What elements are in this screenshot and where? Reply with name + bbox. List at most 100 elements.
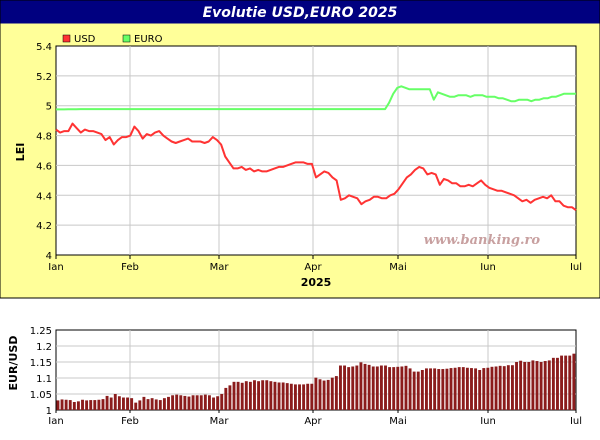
bar (494, 366, 498, 410)
bar (523, 362, 527, 410)
series-line-usd (55, 122, 577, 212)
bar (367, 364, 371, 410)
bar (498, 365, 502, 410)
bar (216, 396, 220, 410)
bar (85, 400, 89, 410)
top-x-tick-label: Iun (480, 262, 496, 273)
bar (302, 384, 306, 410)
top-y-tick-label: 5.2 (36, 72, 52, 83)
bar (298, 384, 301, 410)
bar (351, 366, 355, 410)
bar (93, 400, 97, 410)
bar (68, 400, 72, 410)
bar (314, 377, 318, 410)
top-x-tick-label: Mai (389, 262, 407, 273)
bottom-bars-group (56, 353, 576, 410)
bar (359, 362, 363, 410)
bar (572, 353, 576, 410)
bar (502, 366, 506, 410)
bar (560, 355, 564, 410)
bar (109, 397, 113, 410)
bar (375, 366, 379, 410)
top-series-group (55, 85, 577, 212)
bar (437, 369, 441, 410)
bar (277, 382, 281, 410)
top-y-tick-label: 4 (46, 251, 52, 262)
bar (433, 368, 437, 410)
legend-label-euro: EURO (134, 34, 163, 45)
bar (122, 397, 125, 410)
bar (474, 368, 478, 410)
bottom-y-tick-label: 1 (46, 406, 52, 417)
bar (408, 368, 412, 410)
bar (208, 395, 211, 410)
top-x-tick-label: Feb (121, 262, 139, 273)
bar (285, 383, 289, 410)
watermark: www.banking.ro (424, 233, 541, 248)
bar (146, 399, 150, 410)
top-x-axis-label: 2025 (301, 276, 332, 289)
bar (420, 370, 424, 410)
bar (199, 395, 203, 410)
bar (568, 355, 572, 410)
series-line-euro (56, 85, 576, 111)
bar (171, 395, 175, 410)
bar (224, 387, 228, 410)
bottom-y-tick-label: 1.25 (30, 326, 52, 337)
bar (72, 402, 76, 410)
bar (81, 399, 84, 410)
legend: USD EURO (62, 34, 163, 45)
bottom-y-axis-label: EUR/USD (7, 336, 20, 391)
bar (281, 382, 285, 410)
bar (547, 360, 551, 410)
bottom-x-tick-label: Iul (570, 416, 582, 427)
bar (187, 396, 191, 410)
bar (244, 381, 248, 410)
bar (236, 381, 240, 410)
bar (412, 371, 416, 410)
bar (343, 365, 346, 410)
bar (310, 383, 314, 410)
bottom-x-tick-label: Mar (210, 416, 230, 427)
legend-label-usd: USD (74, 34, 96, 45)
bottom-y-tick-label: 1.05 (30, 390, 52, 401)
bar (76, 401, 80, 410)
bottom-x-tick-label: Iun (480, 416, 496, 427)
bottom-y-ticks: 1 1.05 1.1 1.15 1.2 1.25 (30, 326, 52, 417)
bar (117, 396, 121, 410)
top-y-tick-label: 5 (46, 102, 52, 113)
chart-title: Evolutie USD,EURO 2025 (203, 5, 398, 21)
bottom-y-tick-label: 1.15 (30, 358, 52, 369)
top-y-axis-label: LEI (14, 143, 27, 162)
bar (203, 394, 207, 410)
bar (253, 380, 256, 410)
bar (539, 362, 543, 410)
bar (257, 381, 261, 410)
top-y-tick-label: 5.4 (36, 42, 52, 53)
bar (564, 355, 568, 410)
top-x-tick-label: Mar (210, 262, 230, 273)
bar (490, 366, 494, 410)
bar (191, 395, 195, 410)
bar (339, 365, 342, 410)
bar (306, 383, 310, 410)
top-x-ticks: Ian Feb Mar Apr Mai Iun Iul (48, 255, 582, 273)
bar (486, 367, 490, 410)
bar (531, 360, 535, 410)
bar (179, 395, 183, 410)
bar (150, 398, 154, 410)
bar (64, 399, 68, 410)
bar (556, 357, 559, 410)
bar (158, 400, 162, 410)
bar (56, 400, 60, 410)
bar (527, 362, 531, 410)
top-y-ticks: 4 4.2 4.4 4.6 4.8 5 5.2 5.4 (36, 42, 52, 262)
bar (453, 367, 457, 410)
bar (478, 370, 482, 410)
bar (273, 381, 277, 410)
bar (134, 402, 138, 410)
bar (379, 365, 383, 410)
bar (355, 365, 359, 410)
bar (535, 361, 539, 410)
bar (396, 366, 400, 410)
